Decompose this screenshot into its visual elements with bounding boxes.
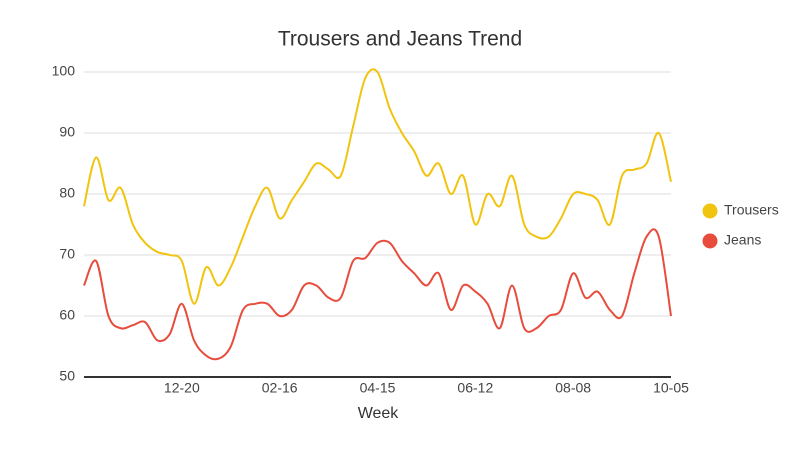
line-series <box>83 68 672 305</box>
x-tick-label: 08-08 <box>555 380 591 396</box>
chart-title: Trousers and Jeans Trend <box>278 28 522 51</box>
legend-swatch <box>702 203 718 219</box>
x-tick-label: 10-05 <box>653 380 689 396</box>
legend-label: Jeans <box>724 232 761 248</box>
x-tick-label: 04-15 <box>360 380 396 396</box>
y-tick-label: 70 <box>59 246 75 262</box>
y-tick-label: 90 <box>59 124 75 140</box>
y-tick-label: 50 <box>59 368 75 384</box>
x-tick-label: 02-16 <box>262 380 298 396</box>
y-tick-label: 80 <box>59 185 75 201</box>
legend-swatch <box>702 233 718 249</box>
y-tick-label: 60 <box>59 307 75 323</box>
x-axis-label: Week <box>358 405 400 422</box>
y-tick-label: 100 <box>52 63 76 79</box>
line-series <box>83 228 672 361</box>
x-tick-label: 06-12 <box>457 380 493 396</box>
x-tick-label: 12-20 <box>164 380 200 396</box>
legend-label: Trousers <box>724 202 779 218</box>
